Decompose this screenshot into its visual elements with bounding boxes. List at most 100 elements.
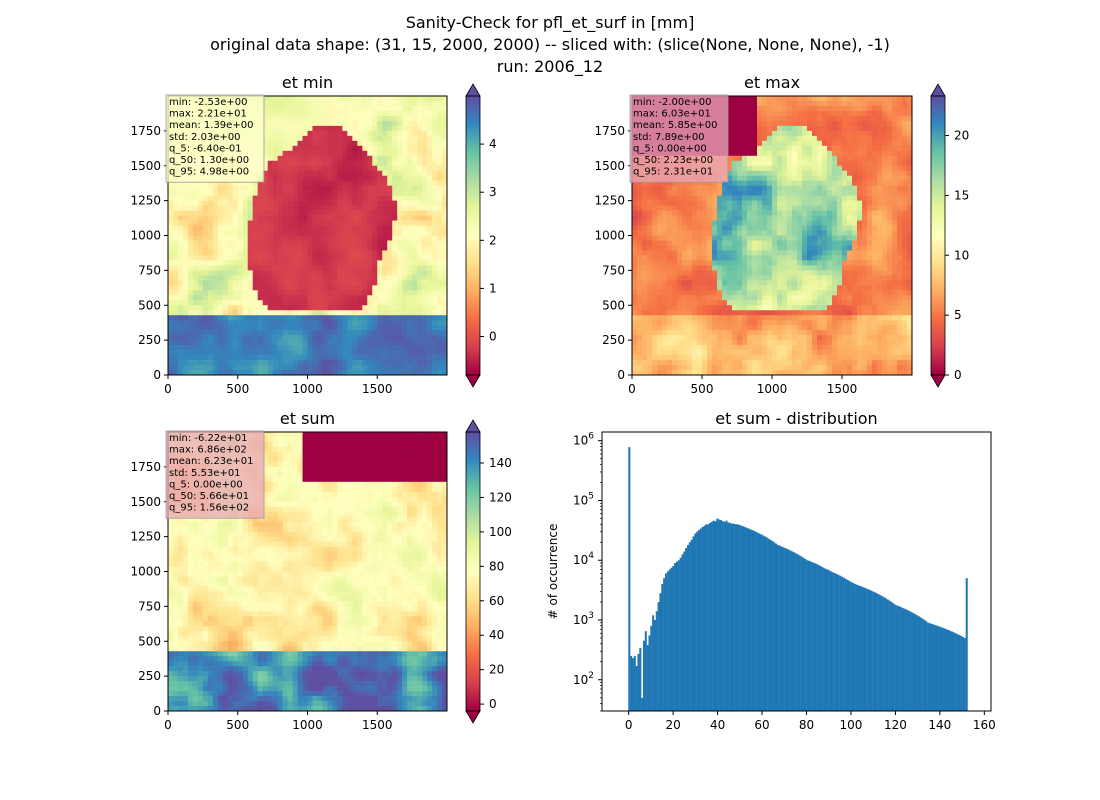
heatmap-cell (907, 160, 913, 167)
heatmap-cell (322, 195, 328, 201)
heatmap-cell (177, 275, 184, 281)
heatmap-cell (902, 96, 908, 102)
heatmap-cell (772, 105, 778, 112)
heatmap-cell (882, 105, 888, 112)
heatmap-cell (637, 245, 643, 251)
heatmap-cell (747, 225, 753, 231)
heatmap-cell (312, 285, 318, 291)
heatmap-cell (667, 210, 673, 216)
heatmap-cell (252, 290, 258, 296)
heatmap-cell (212, 195, 219, 201)
heatmap-cell (392, 120, 398, 127)
heatmap-cell (202, 200, 209, 206)
heatmap-cell (252, 195, 258, 201)
heatmap-cell (377, 140, 383, 147)
heatmap-cell (702, 200, 708, 206)
heatmap-cell (357, 190, 363, 196)
heatmap-cell (397, 175, 403, 181)
heatmap-cell (412, 290, 418, 296)
heatmap-cell (377, 360, 383, 366)
heatmap-cell (397, 335, 403, 341)
heatmap-cell (247, 235, 253, 241)
heatmap-cell (877, 240, 883, 246)
heatmap-cell (677, 185, 683, 191)
heatmap-cell (252, 360, 258, 366)
heatmap-cell (712, 230, 718, 236)
heatmap-cell (412, 115, 418, 122)
heatmap-cell (402, 190, 408, 196)
heatmap-cell (227, 370, 234, 376)
heatmap-cell (387, 170, 393, 177)
heatmap-cell (192, 230, 199, 236)
heatmap-cell (672, 195, 678, 201)
heatmap-cell (222, 260, 229, 266)
heatmap-cell (682, 205, 688, 211)
heatmap-cell (297, 340, 303, 346)
heatmap-cell (367, 165, 373, 172)
heatmap-cell (357, 285, 363, 291)
heatmap-cell (842, 175, 848, 181)
heatmap-cell (352, 145, 358, 152)
heatmap-cell (282, 150, 288, 157)
heatmap-cell (237, 285, 244, 291)
heatmap-cell (892, 250, 898, 256)
heatmap-cell (382, 325, 388, 331)
heatmap-cell (187, 205, 194, 211)
heatmap-cell (317, 280, 323, 286)
heatmap-cell (417, 310, 423, 316)
heatmap-cell (372, 135, 378, 142)
heatmap-cell (762, 115, 768, 122)
heatmap-cell (342, 305, 348, 311)
heatmap-cell (257, 185, 263, 191)
heatmap-cell (242, 185, 249, 191)
heatmap-cell (717, 235, 723, 241)
heatmap-cell (362, 370, 368, 376)
heatmap-cell (257, 260, 263, 266)
heatmap-cell (307, 190, 313, 196)
heatmap-cell (387, 295, 393, 301)
heatmap-cell (822, 135, 828, 142)
heatmap-cell (292, 160, 298, 167)
heatmap-cell (672, 180, 678, 186)
heatmap-cell (172, 300, 179, 306)
heatmap-cell (242, 270, 249, 276)
heatmap-cell (247, 300, 253, 306)
heatmap-cell (727, 130, 733, 137)
heatmap-cell (242, 300, 249, 306)
heatmap-cell (362, 105, 368, 112)
heatmap-cell (892, 96, 898, 102)
heatmap-cell (222, 180, 229, 186)
heatmap-cell (802, 175, 808, 181)
heatmap-cell (187, 265, 194, 271)
heatmap-cell (168, 220, 174, 226)
heatmap-cell (292, 245, 298, 251)
heatmap-cell (837, 210, 843, 216)
heatmap-cell (312, 365, 318, 371)
heatmap-cell (212, 190, 219, 196)
heatmap-cell (372, 185, 378, 191)
heatmap-cell (372, 355, 378, 361)
heatmap-cell (237, 315, 244, 321)
heatmap-cell (767, 220, 773, 226)
heatmap-cell (362, 180, 368, 186)
heatmap-cell (847, 235, 853, 241)
heatmap-cell (437, 110, 443, 117)
heatmap-cell (242, 355, 249, 361)
heatmap-cell (652, 215, 658, 221)
heatmap-cell (297, 275, 303, 281)
heatmap-cell (412, 275, 418, 281)
heatmap-cell (302, 235, 308, 241)
heatmap-cell (832, 120, 838, 127)
heatmap-cell (362, 295, 368, 301)
heatmap-cell (697, 210, 703, 216)
heatmap-cell (757, 160, 763, 167)
heatmap-cell (222, 275, 229, 281)
heatmap-cell (852, 125, 858, 132)
heatmap-cell (772, 165, 778, 172)
heatmap-cell (802, 195, 808, 201)
heatmap-cell (787, 165, 793, 172)
heatmap-cell (397, 315, 403, 321)
heatmap-cell (377, 135, 383, 142)
heatmap-cell (872, 220, 878, 226)
heatmap-cell (192, 245, 199, 251)
